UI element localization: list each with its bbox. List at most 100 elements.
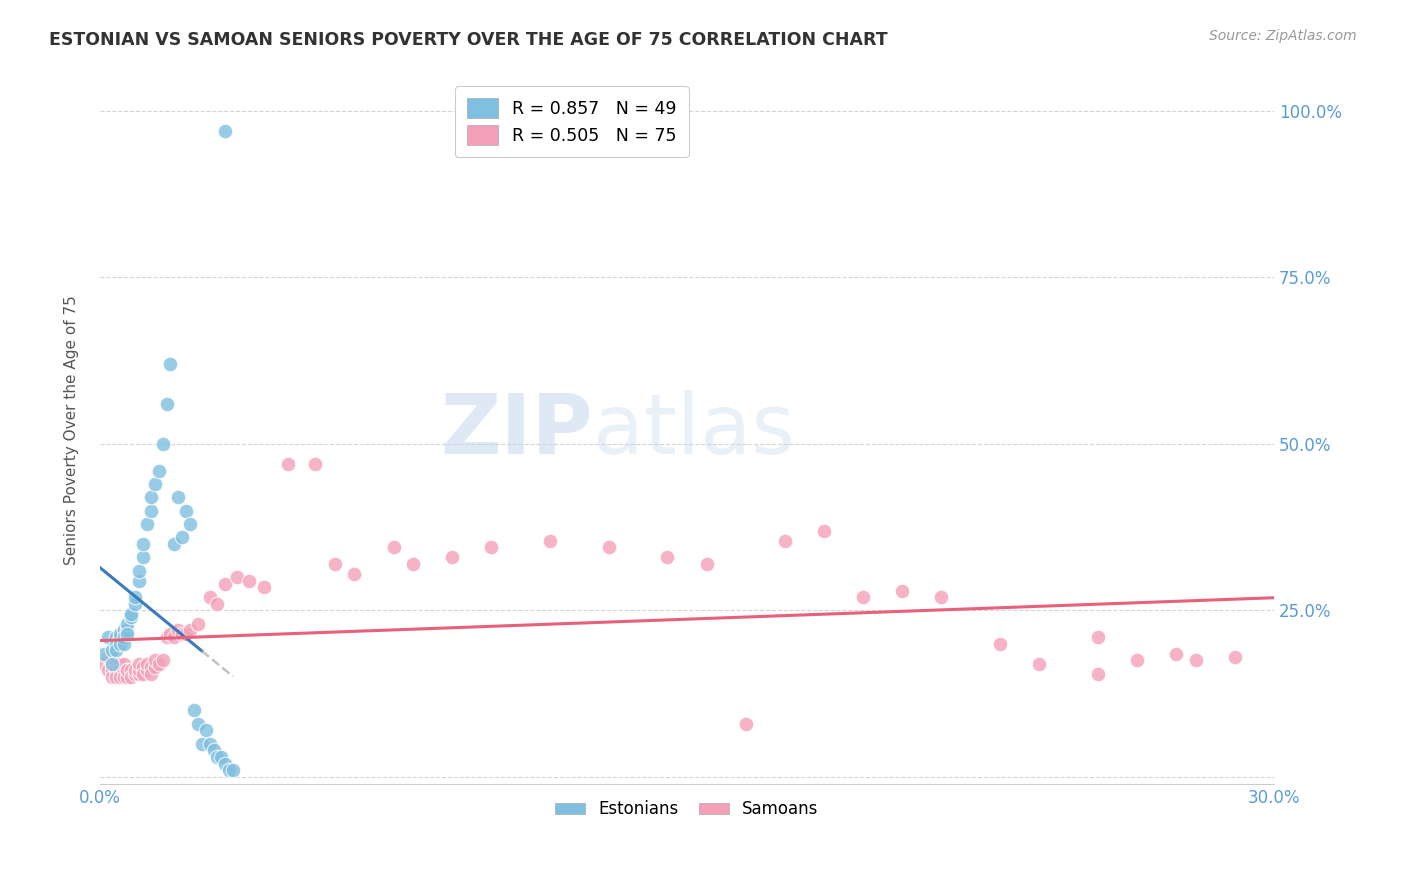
Point <box>852 590 875 604</box>
Point <box>304 457 326 471</box>
Point <box>172 627 194 641</box>
Point <box>139 490 162 504</box>
Text: ESTONIAN VS SAMOAN SENIORS POVERTY OVER THE AGE OF 75 CORRELATION CHART: ESTONIAN VS SAMOAN SENIORS POVERTY OVER … <box>49 31 887 49</box>
Point <box>1184 653 1206 667</box>
Point <box>1087 630 1109 644</box>
Point <box>696 557 718 571</box>
Point <box>148 657 170 671</box>
Point <box>97 630 120 644</box>
Point <box>253 580 276 594</box>
Point <box>187 716 209 731</box>
Point <box>155 397 177 411</box>
Point <box>124 590 146 604</box>
Point <box>187 616 209 631</box>
Point <box>112 657 135 671</box>
Point <box>441 550 464 565</box>
Point <box>657 550 679 565</box>
Point <box>132 537 155 551</box>
Point <box>1223 650 1246 665</box>
Point <box>104 670 127 684</box>
Point <box>159 357 181 371</box>
Point <box>104 637 127 651</box>
Point <box>222 764 245 778</box>
Point <box>238 574 260 588</box>
Point <box>128 574 150 588</box>
Point <box>1087 666 1109 681</box>
Point <box>124 597 146 611</box>
Point <box>117 624 139 638</box>
Point <box>108 670 131 684</box>
Point <box>931 590 953 604</box>
Point <box>1028 657 1050 671</box>
Point <box>343 566 366 581</box>
Point <box>598 540 620 554</box>
Point <box>198 590 221 604</box>
Point <box>194 723 217 738</box>
Point <box>277 457 299 471</box>
Point <box>155 630 177 644</box>
Point <box>124 666 146 681</box>
Point <box>479 540 502 554</box>
Point <box>108 627 131 641</box>
Point <box>132 550 155 565</box>
Point <box>112 670 135 684</box>
Point <box>139 666 162 681</box>
Point <box>402 557 425 571</box>
Point <box>97 650 120 665</box>
Point <box>163 630 186 644</box>
Point <box>813 524 835 538</box>
Y-axis label: Seniors Poverty Over the Age of 75: Seniors Poverty Over the Age of 75 <box>65 296 79 566</box>
Point <box>108 664 131 678</box>
Point <box>202 743 225 757</box>
Point <box>128 564 150 578</box>
Point <box>104 657 127 671</box>
Point <box>1164 647 1187 661</box>
Text: ZIP: ZIP <box>440 390 593 471</box>
Point <box>174 503 197 517</box>
Point <box>124 664 146 678</box>
Text: atlas: atlas <box>593 390 794 471</box>
Point <box>101 670 124 684</box>
Point <box>143 476 166 491</box>
Point <box>167 624 190 638</box>
Point <box>198 737 221 751</box>
Point <box>108 637 131 651</box>
Point <box>143 660 166 674</box>
Point <box>209 750 232 764</box>
Point <box>101 664 124 678</box>
Point <box>214 756 236 771</box>
Point <box>117 664 139 678</box>
Point <box>120 607 142 621</box>
Point <box>93 657 115 671</box>
Point <box>120 610 142 624</box>
Point <box>214 577 236 591</box>
Point <box>112 624 135 638</box>
Point <box>112 664 135 678</box>
Point <box>112 630 135 644</box>
Point <box>191 737 214 751</box>
Point <box>104 630 127 644</box>
Point <box>159 627 181 641</box>
Point <box>172 530 194 544</box>
Point <box>734 716 756 731</box>
Point <box>101 643 124 657</box>
Point <box>128 657 150 671</box>
Point <box>538 533 561 548</box>
Point <box>214 124 236 138</box>
Point <box>101 657 124 671</box>
Point <box>93 647 115 661</box>
Point <box>891 583 914 598</box>
Point <box>148 464 170 478</box>
Text: Source: ZipAtlas.com: Source: ZipAtlas.com <box>1209 29 1357 43</box>
Point <box>117 670 139 684</box>
Point <box>207 597 229 611</box>
Point <box>179 516 201 531</box>
Point <box>120 670 142 684</box>
Point <box>132 660 155 674</box>
Point <box>117 664 139 678</box>
Point <box>988 637 1011 651</box>
Point <box>382 540 405 554</box>
Point <box>128 666 150 681</box>
Point <box>128 664 150 678</box>
Point <box>152 437 174 451</box>
